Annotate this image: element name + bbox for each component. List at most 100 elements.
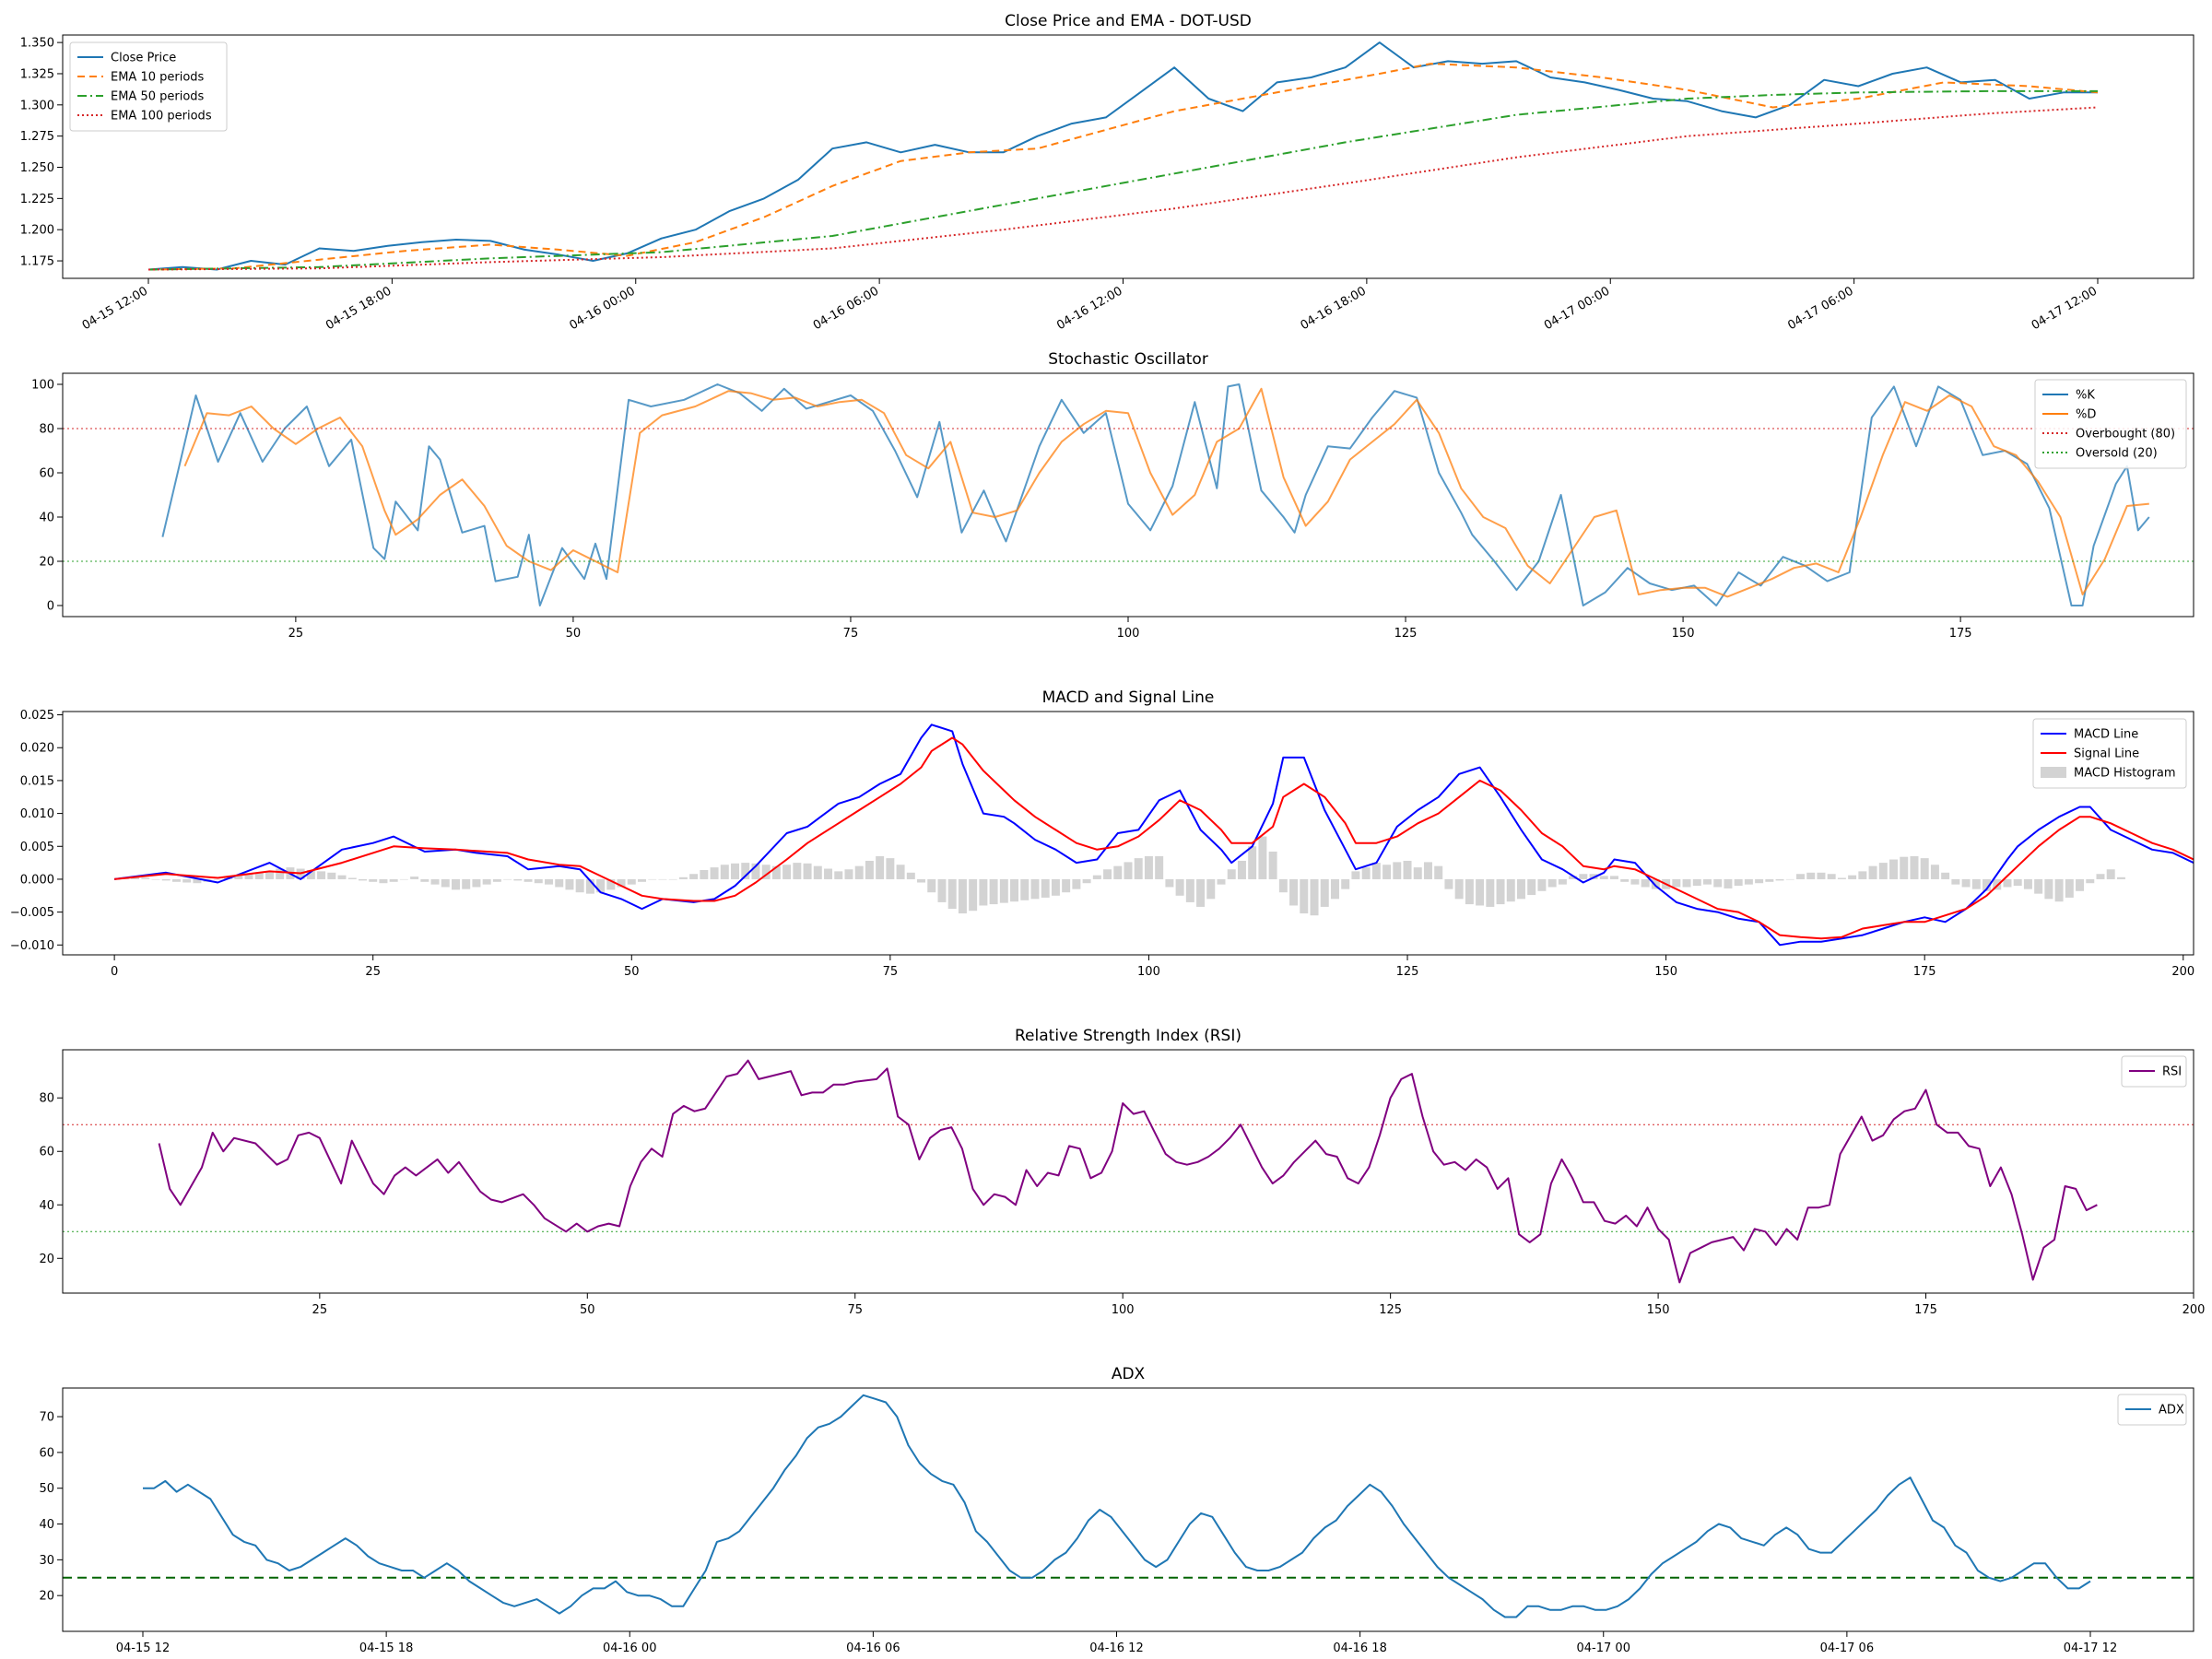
histogram-bar xyxy=(1393,862,1402,879)
legend: %K %D Overbought (80) Oversold (20) xyxy=(2034,379,2187,469)
legend-box xyxy=(2032,718,2187,789)
histogram-bar xyxy=(1454,878,1464,900)
histogram-bar xyxy=(937,878,947,902)
histogram-bar xyxy=(1703,878,1712,885)
axes-frame xyxy=(62,34,2194,279)
histogram-bar xyxy=(1837,877,1846,879)
histogram-bar xyxy=(1124,862,1133,879)
x-tick-label: 100 xyxy=(1117,627,1140,641)
y-tick-label: −0.010 xyxy=(10,939,54,953)
histogram-bar xyxy=(1910,855,1919,879)
x-tick-label: 04-16 00 xyxy=(603,1641,656,1655)
x-tick-label: 04-17 00 xyxy=(1577,1641,1630,1655)
x-tick-label: 04-17 00:00 xyxy=(1542,284,1612,333)
histogram-bar xyxy=(1300,878,1309,914)
histogram-bar xyxy=(947,878,957,910)
histogram-bar xyxy=(1217,878,1226,885)
histogram-bar xyxy=(161,878,171,881)
histogram-bar xyxy=(327,872,336,879)
y-tick-label: 20 xyxy=(39,556,54,570)
histogram-bar xyxy=(2086,878,2095,884)
histogram-bar xyxy=(306,869,315,879)
histogram-bar xyxy=(482,878,491,885)
legend-label: EMA 100 periods xyxy=(111,110,212,124)
histogram-bar xyxy=(1237,860,1246,879)
histogram-bar xyxy=(648,878,657,880)
x-tick-label: 75 xyxy=(843,627,859,641)
histogram-bar xyxy=(1227,869,1236,879)
histogram-bar xyxy=(410,877,419,879)
histogram-bar xyxy=(555,878,564,888)
histogram-bar xyxy=(545,878,553,885)
histogram-bar xyxy=(1941,872,1950,879)
histogram-bar xyxy=(1796,874,1806,879)
chart-panel-1: Stochastic Oscillator 0 20 40 60 80 100 25 50 75 1… xyxy=(31,350,2194,641)
histogram-bar xyxy=(1185,878,1194,902)
histogram-bar xyxy=(1496,878,1505,905)
chart-title: Relative Strength Index (RSI) xyxy=(1015,1027,1241,1045)
x-tick-label: 200 xyxy=(2171,965,2194,979)
histogram-bar xyxy=(430,878,440,885)
histogram-bar xyxy=(1134,858,1143,879)
histogram-bar xyxy=(1579,874,1588,879)
histogram-bar xyxy=(1476,878,1485,906)
histogram-bar xyxy=(358,878,367,881)
histogram-bar xyxy=(1341,878,1350,889)
histogram-bar xyxy=(1672,878,1681,888)
x-tick-label: 25 xyxy=(365,965,381,979)
histogram-bar xyxy=(854,865,864,879)
x-tick-label: 175 xyxy=(1949,627,1972,641)
histogram-bar xyxy=(1785,878,1794,880)
x-tick-label: 175 xyxy=(1913,965,1936,979)
chart-panel-2: MACD and Signal Line −0.010 −0.005 0.000 0.0… xyxy=(10,688,2194,979)
histogram-bar xyxy=(2023,878,2032,889)
histogram-bar xyxy=(1423,862,1432,879)
y-tick-label: 20 xyxy=(39,1590,54,1604)
legend-label: Signal Line xyxy=(2074,747,2139,761)
histogram-bar xyxy=(1537,878,1547,891)
x-tick-label: 04-15 18 xyxy=(359,1641,413,1655)
histogram-bar xyxy=(1713,878,1723,888)
histogram-bar xyxy=(1361,867,1371,879)
histogram-bar xyxy=(1351,871,1360,879)
plot-area xyxy=(63,383,2194,606)
histogram-bar xyxy=(1765,878,1774,882)
histogram-bar xyxy=(534,878,543,884)
histogram-bar xyxy=(1310,878,1319,916)
histogram-bar xyxy=(969,878,978,912)
histogram-bar xyxy=(472,878,481,888)
histogram-bar xyxy=(710,867,719,879)
histogram-bar xyxy=(927,878,936,893)
histogram-bar xyxy=(1817,872,1826,879)
histogram-bar xyxy=(1951,878,1960,885)
y-tick-label: 60 xyxy=(39,1446,54,1460)
y-tick-label: 0.010 xyxy=(20,807,54,821)
histogram-bar xyxy=(824,868,833,879)
legend: RSI xyxy=(2121,1055,2187,1088)
y-tick-label: 80 xyxy=(39,1092,54,1106)
y-tick-label: 40 xyxy=(39,1199,54,1213)
histogram-bar xyxy=(876,855,885,879)
chart-panel-3: Relative Strength Index (RSI) 20 40 60 80 25 5… xyxy=(39,1027,2205,1317)
histogram-bar xyxy=(689,874,699,879)
x-tick-label: 75 xyxy=(847,1303,863,1317)
histogram-bar xyxy=(1610,876,1618,879)
legend-label: EMA 50 periods xyxy=(111,90,205,104)
histogram-bar xyxy=(513,878,523,881)
y-tick-label: 1.300 xyxy=(20,99,54,112)
axes-frame xyxy=(62,1387,2194,1632)
histogram-bar xyxy=(1878,863,1888,879)
x-tick-label: 04-16 06:00 xyxy=(811,284,881,333)
histogram-bar xyxy=(1092,875,1101,879)
histogram-bar xyxy=(317,871,326,879)
y-tick-label: 1.200 xyxy=(20,224,54,238)
histogram-bar xyxy=(585,878,594,894)
x-tick-label: 100 xyxy=(1112,1303,1135,1317)
histogram-bar xyxy=(1599,876,1608,879)
y-tick-label: 0 xyxy=(47,600,54,614)
legend-label: EMA 10 periods xyxy=(111,71,205,85)
y-tick-label: 70 xyxy=(39,1411,54,1425)
x-tick-label: 04-16 12 xyxy=(1089,1641,1143,1655)
histogram-bar xyxy=(182,878,192,883)
histogram-bar xyxy=(700,869,709,879)
